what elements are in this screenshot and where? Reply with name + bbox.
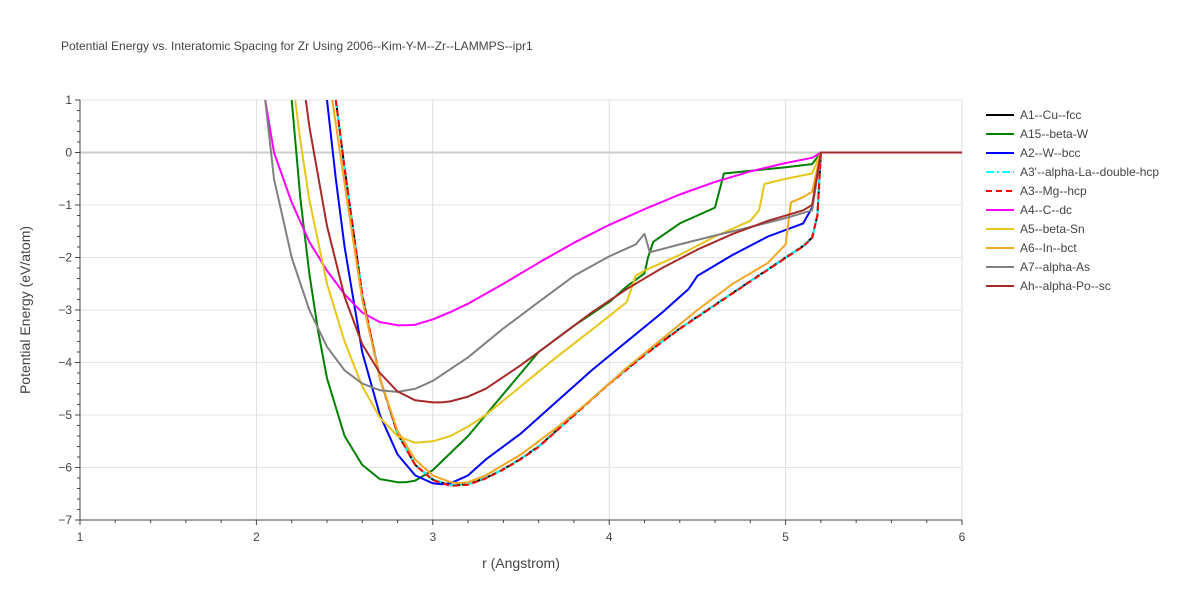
legend-label: A1--Cu--fcc: [1020, 108, 1081, 122]
legend-label: Ah--alpha-Po--sc: [1020, 279, 1111, 293]
y-tick-label: 1: [65, 93, 72, 107]
y-tick-label: −7: [58, 513, 72, 527]
series-line: [264, 100, 962, 327]
legend-label: A15--beta-W: [1020, 127, 1089, 141]
legend-label: A4--C--dc: [1020, 203, 1072, 217]
y-tick-label: −5: [58, 408, 72, 422]
legend-label: A2--W--bcc: [1020, 146, 1080, 160]
grid: [80, 99, 963, 520]
chart-title: Potential Energy vs. Interatomic Spacing…: [61, 39, 533, 53]
x-tick-label: 1: [77, 530, 84, 544]
y-tick-label: 0: [65, 146, 72, 160]
x-tick-label: 3: [429, 530, 436, 544]
y-tick-label: −4: [58, 356, 72, 370]
series-line: [326, 100, 962, 486]
legend-label: A5--beta-Sn: [1020, 222, 1085, 236]
y-axis-title: Potential Energy (eV/atom): [17, 226, 33, 394]
series-line: [304, 100, 962, 404]
x-axis-title: r (Angstrom): [482, 555, 560, 571]
series-line: [334, 100, 962, 487]
axes: 1 2 3 4 5 6 1 0 −1 −2 −3 −4 −5 −6 −7: [58, 93, 965, 544]
legend: A1--Cu--fcc A15--beta-W A2--W--bcc A3'--alp…: [986, 108, 1159, 293]
series-line: [294, 100, 962, 444]
x-tick-label: 2: [253, 530, 260, 544]
y-tick-label: −1: [58, 198, 72, 212]
legend-label: A6--In--bct: [1020, 241, 1077, 255]
y-tick-label: −6: [58, 461, 72, 475]
y-tick-label: −3: [58, 303, 72, 317]
series-line: [334, 100, 962, 487]
plot-area: [264, 100, 962, 487]
x-tick-label: 6: [959, 530, 966, 544]
legend-label: A7--alpha-As: [1020, 260, 1090, 274]
series-line: [264, 100, 962, 393]
legend-label: A3--Mg--hcp: [1020, 184, 1087, 198]
series-line: [331, 100, 962, 485]
x-tick-label: 4: [606, 530, 613, 544]
series-line: [290, 100, 962, 484]
y-tick-label: −2: [58, 251, 72, 265]
legend-label: A3'--alpha-La--double-hcp: [1020, 165, 1159, 179]
x-tick-label: 5: [782, 530, 789, 544]
series-line: [334, 100, 962, 487]
